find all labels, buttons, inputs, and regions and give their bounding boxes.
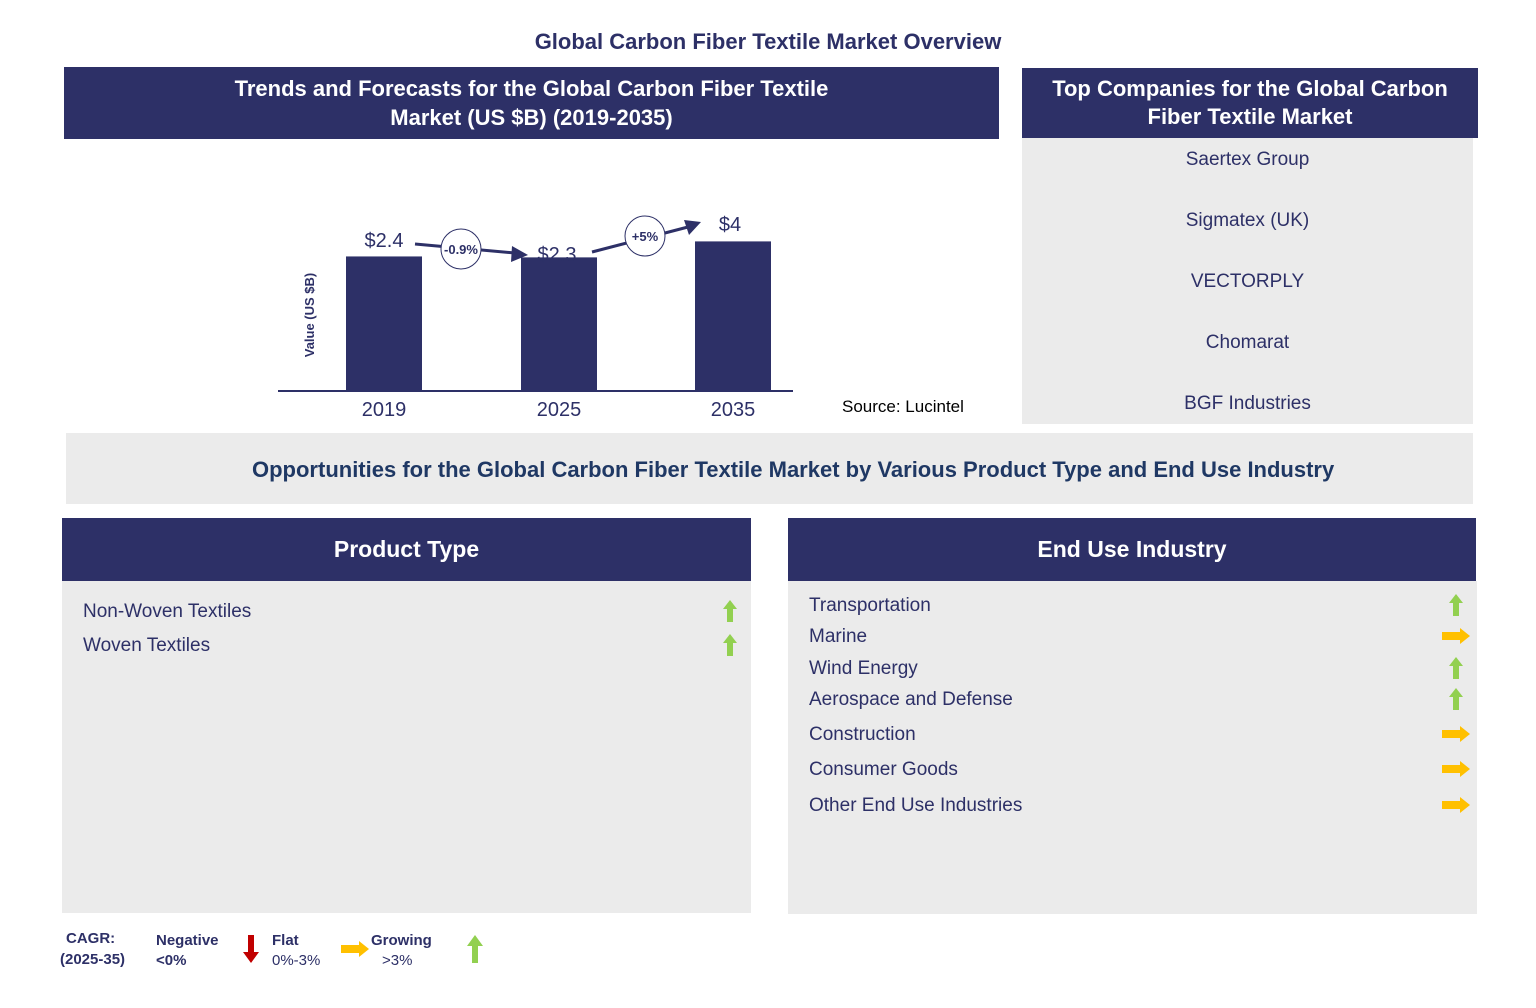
right-arrow-icon — [341, 941, 369, 957]
list-item: Transportation — [809, 595, 931, 616]
opportunities-banner — [66, 433, 1473, 504]
list-item: Other End Use Industries — [809, 795, 1023, 816]
cagr-bubble — [440, 228, 482, 270]
company-item: VECTORPLY — [1190, 271, 1305, 292]
down-arrow-icon — [243, 935, 259, 963]
bar — [521, 257, 597, 391]
legend-negative: Negative — [156, 932, 219, 949]
list-item: Marine — [809, 626, 868, 647]
companies-list: Saertex Group Sigmatex (UK) VECTORPLY Choma… — [1022, 138, 1473, 424]
list-item: Aerospace and Defense — [809, 689, 1013, 710]
list-item: Non-Woven Textiles — [83, 601, 252, 622]
up-arrow-icon — [1449, 688, 1463, 710]
cagr-bubble — [624, 215, 666, 257]
bar-chart: 2019 2025 2035 $2.4 $2.3 $4 Value (US $B) -0.9%… — [278, 214, 793, 421]
list-item: Construction — [809, 724, 916, 745]
up-arrow-icon — [1449, 657, 1463, 679]
cagr-arrowhead — [511, 246, 528, 262]
end-use-header: End Use Industry — [788, 518, 1476, 581]
source-label: Source: Lucintel — [842, 397, 964, 416]
up-arrow-icon — [1449, 594, 1463, 616]
legend-negative-range: <0% — [156, 952, 187, 969]
company-item: Saertex Group — [1185, 149, 1310, 170]
opportunities-header: Opportunities for the Global Carbon Fibe… — [252, 457, 1335, 482]
company-item: BGF Industries — [1184, 393, 1311, 414]
x-tick-label: 2035 — [711, 399, 756, 421]
legend-cagr: CAGR: — [66, 930, 116, 947]
company-item: Sigmatex (UK) — [1185, 210, 1310, 231]
right-arrow-icon — [1442, 797, 1470, 813]
product-type-panel: Non-Woven Textiles Woven Textiles — [62, 581, 751, 913]
legend-period: (2025-35) — [60, 951, 126, 968]
legend-growing: Growing — [371, 932, 432, 949]
list-item: Woven Textiles — [83, 635, 211, 656]
trends-header: Trends and Forecasts for the Global Carb… — [64, 67, 999, 139]
cagr-arrowhead — [684, 220, 701, 235]
right-arrow-icon — [1442, 628, 1470, 644]
page-title: Global Carbon Fiber Textile Market Overv… — [534, 29, 1002, 54]
up-arrow-icon — [723, 600, 737, 622]
bar — [346, 256, 422, 391]
data-label: $2.3 — [538, 244, 577, 266]
x-tick-label: 2019 — [362, 399, 407, 421]
up-arrow-icon — [467, 935, 483, 963]
list-item: Wind Energy — [809, 658, 918, 679]
right-arrow-icon — [1442, 761, 1470, 777]
end-use-panel: Transportation Marine Wind Energy Aerospace… — [788, 581, 1477, 914]
companies-header: Top Companies for the Global Carbon Fibe… — [1022, 68, 1478, 138]
bar — [695, 241, 771, 391]
cagr-label: +5% — [632, 229, 659, 244]
legend-flat: Flat — [272, 932, 299, 949]
legend-flat-range: 0%-3% — [272, 952, 321, 969]
cagr-label: -0.9% — [444, 242, 478, 257]
y-axis-label: Value (US $B) — [302, 273, 317, 358]
legend-growing-range: >3% — [382, 952, 413, 969]
up-arrow-icon — [723, 634, 737, 656]
product-type-header: Product Type — [62, 518, 751, 581]
list-item: Consumer Goods — [809, 759, 958, 780]
right-arrow-icon — [1442, 726, 1470, 742]
company-item: Chomarat — [1205, 332, 1290, 353]
data-label: $4 — [719, 214, 741, 236]
x-tick-label: 2025 — [537, 399, 582, 421]
data-label: $2.4 — [365, 230, 404, 252]
